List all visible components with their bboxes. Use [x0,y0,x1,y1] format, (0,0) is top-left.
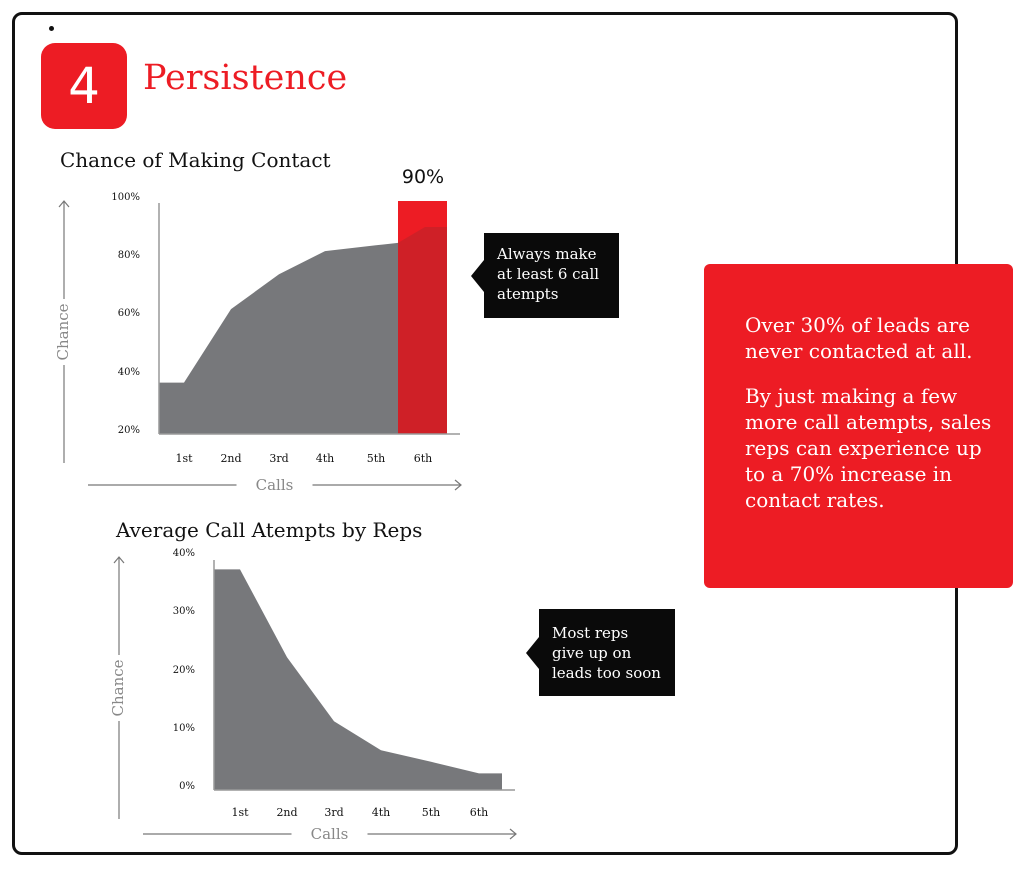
chart2-y-label: Chance [109,659,127,716]
chart1-x-tick-label: 5th [367,452,386,465]
chart2-x-tick-label: 4th [372,806,391,819]
chart2-x-tick-label: 5th [422,806,441,819]
most-reps-callout: Most reps give up on leads too soon [526,609,675,696]
decorative-dot [49,26,54,31]
chart2-title: Average Call Atempts by Reps [116,518,423,542]
chart2-x-tick-label: 3rd [324,806,343,819]
info-paragraph-2: By just making a few more call atempts, … [745,384,992,512]
chart1-y-arrow-head [58,200,70,208]
chart1-x-tick-label: 4th [316,452,335,465]
chart2-y-tick-label: 20% [173,665,195,676]
chart1-y-tick-label: 20% [118,425,140,436]
chart1-x-tick-label: 2nd [220,452,241,465]
chart1-highlight-area [398,227,447,434]
chart1-highlight-label: 90% [402,166,444,188]
info-box: Over 30% of leads are never contacted at… [704,264,1013,588]
chart2-y-tick-label: 40% [173,548,195,559]
page-title: Persistence [143,58,348,98]
chart1-x-tick-label: 3rd [269,452,288,465]
section-number: 4 [68,57,100,115]
chart1-x-label: Calls [256,476,294,494]
chart2-y-tick-label: 10% [173,723,195,734]
chart2-x-label: Calls [311,825,349,843]
chart2-y-tick-label: 0% [179,781,195,792]
section-number-badge: 4 [41,43,127,129]
chart1-y-tick-label: 60% [118,308,140,319]
chart1-x-tick-label: 6th [414,452,433,465]
chart2-area-series [214,569,502,790]
chart2-y-tick-label: 30% [173,606,195,617]
chart1-y-tick-label: 80% [118,250,140,261]
chart1-y-label: Chance [54,303,72,360]
chart1-title: Chance of Making Contact [60,148,331,172]
always-callout: Always make at least 6 call atempts [471,233,619,318]
chart2-y-arrow-head [113,556,125,564]
chart1-area-series [159,242,398,434]
chart1-y-tick-label: 40% [118,367,140,378]
chart1-x-arrow-head [454,479,462,491]
chart1-y-tick-label: 100% [111,192,140,203]
chart2-x-tick-label: 2nd [276,806,297,819]
info-paragraph-1: Over 30% of leads are never contacted at… [745,313,973,363]
chart1-x-tick-label: 1st [175,452,193,465]
chart2-x-arrow-head [509,828,517,840]
chart2-x-tick-label: 6th [470,806,489,819]
chart2-x-tick-label: 1st [231,806,249,819]
